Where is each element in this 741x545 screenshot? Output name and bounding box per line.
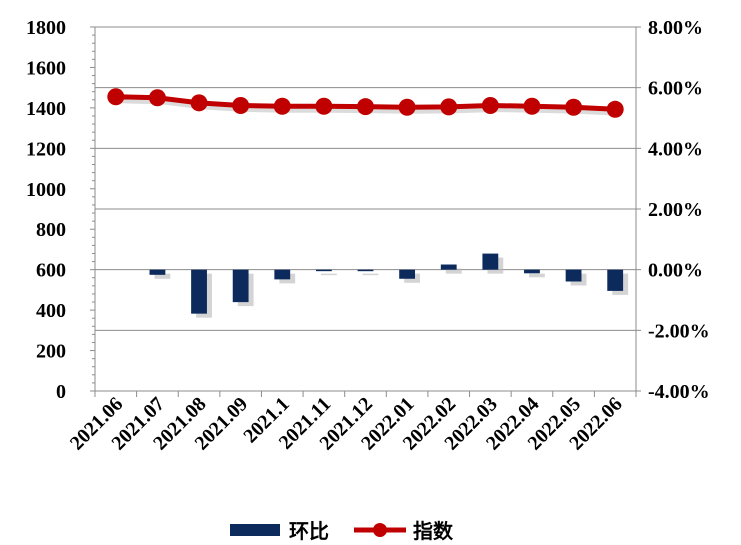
right-tick-label: 4.00%: [648, 138, 703, 160]
bar: [149, 269, 166, 275]
bar: [315, 269, 332, 272]
bar: [565, 269, 582, 282]
bar: [524, 269, 540, 274]
line-series: [107, 88, 624, 118]
bar-shadow: [362, 273, 379, 276]
left-tick-label: 1600: [26, 57, 66, 79]
bar-shadow: [445, 268, 462, 274]
right-tick-label: 8.00%: [648, 17, 703, 39]
bar: [274, 269, 291, 280]
right-tick-label: -2.00%: [648, 320, 710, 342]
line-marker: [606, 100, 624, 118]
left-tick-label: 600: [36, 260, 66, 282]
line-marker: [440, 98, 458, 116]
legend-bar-label: 环比: [289, 519, 329, 543]
x-axis-ticks: 2021.062021.072021.082021.092021.12021.1…: [66, 391, 637, 454]
bar: [232, 269, 249, 303]
line-marker: [357, 98, 374, 116]
bar: [357, 269, 374, 272]
legend: 环比 指数: [230, 519, 454, 543]
legend-line-label: 指数: [413, 519, 454, 543]
legend-bar-swatch: [230, 524, 280, 536]
bar: [607, 269, 624, 291]
left-tick-label: 1000: [26, 179, 66, 201]
line-marker: [232, 96, 250, 114]
left-tick-label: 200: [36, 341, 66, 363]
bar-shadow: [320, 273, 337, 276]
gridlines: [95, 26, 636, 331]
bar: [482, 253, 499, 270]
right-tick-label: 2.00%: [648, 199, 703, 221]
line-marker: [148, 89, 166, 107]
bar: [191, 269, 207, 314]
left-tick-label: 1200: [26, 138, 66, 160]
bar-shadow: [154, 273, 171, 279]
left-tick-label: 400: [36, 300, 66, 322]
bar: [440, 264, 457, 270]
line-marker: [398, 98, 416, 116]
line-marker: [315, 97, 333, 115]
right-tick-label: 6.00%: [648, 78, 703, 100]
bar: [399, 269, 416, 279]
right-axis-ticks: -4.00% -2.00% 0.00% 2.00% 4.00% 6.00% 8.00%: [636, 17, 710, 403]
line-marker: [107, 88, 125, 106]
line-marker: [565, 98, 583, 116]
left-tick-label: 1800: [26, 17, 66, 39]
left-axis-ticks: 0 200 400 600 800 1000 1200 1400 1600 1800: [26, 17, 95, 403]
line-marker: [190, 94, 208, 112]
right-tick-label: 0.00%: [648, 260, 703, 282]
line-marker: [273, 97, 291, 115]
bar-series: [149, 253, 629, 318]
right-tick-label: -4.00%: [648, 381, 710, 403]
left-tick-label: 0: [56, 381, 66, 403]
left-tick-label: 800: [36, 219, 66, 241]
legend-line-marker: [373, 523, 387, 537]
line-marker: [481, 96, 499, 114]
line-marker: [523, 97, 541, 115]
left-tick-label: 1400: [26, 98, 66, 120]
bar-shadow: [529, 273, 545, 278]
